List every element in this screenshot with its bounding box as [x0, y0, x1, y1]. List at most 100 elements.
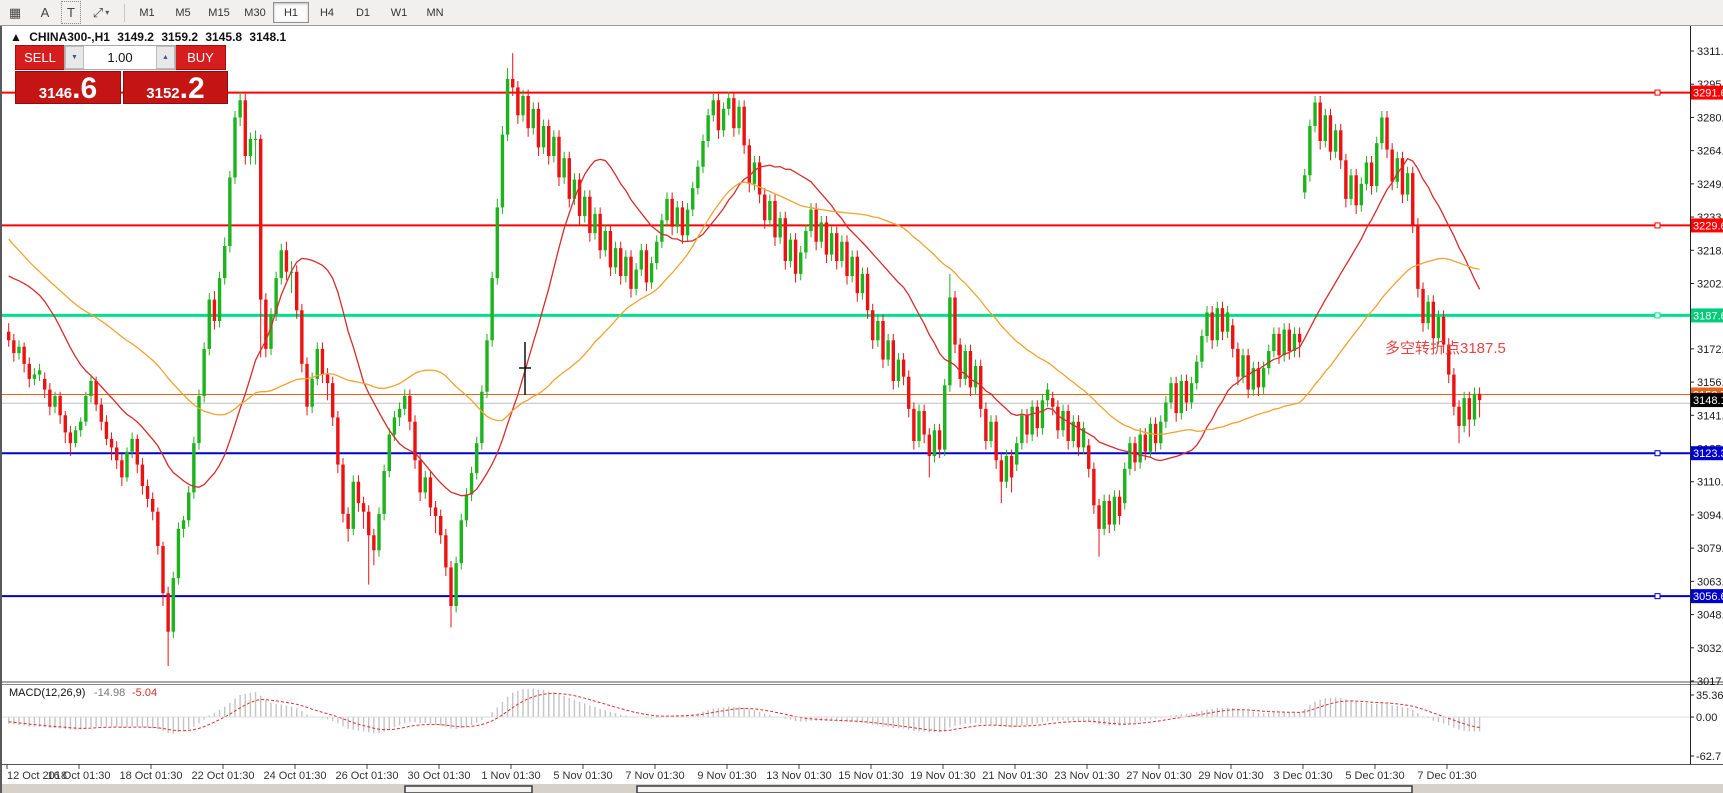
- current-price-badge: 3148.1: [1693, 395, 1723, 407]
- quote-close: 3148.1: [249, 30, 287, 44]
- ma-line-21: [8, 157, 1481, 497]
- time-axis-label: 1 Nov 01:30: [481, 770, 540, 782]
- volume-down-button[interactable]: ▼: [65, 46, 84, 69]
- cursor-tools-icon[interactable]: ⤢ ▾: [92, 4, 110, 20]
- tf-button-M15[interactable]: M15: [208, 6, 230, 19]
- price-axis-strip: [1691, 26, 1723, 793]
- annotation-text[interactable]: 多空转折点3187.5: [1385, 340, 1506, 357]
- symbol-timeframe: CHINA300-,H1: [29, 30, 110, 44]
- time-axis-label: 29 Nov 01:30: [1198, 770, 1263, 782]
- price-axis-label: 3280.0: [1697, 112, 1723, 124]
- background-window-top[interactable]: [404, 785, 533, 793]
- background-window-top[interactable]: [636, 785, 1413, 793]
- time-axis-label: 13 Nov 01:30: [766, 770, 831, 782]
- price-axis-label: 3032.5: [1697, 643, 1723, 655]
- tf-button-M1[interactable]: M1: [139, 6, 155, 19]
- price-axis-label: 3141.0: [1697, 410, 1723, 422]
- macd-histogram: [7, 688, 1481, 734]
- hline-badge: 3291.6: [1693, 88, 1723, 100]
- line-handle[interactable]: [1654, 222, 1661, 229]
- macd-label: MACD(12,26,9) -14.98 -5.04: [9, 687, 157, 699]
- line-handle[interactable]: [1654, 450, 1661, 457]
- current-price-badge-bg: [1691, 393, 1723, 408]
- time-axis-label: 5 Nov 01:30: [553, 770, 612, 782]
- sell-price-box[interactable]: 3146 .6: [15, 71, 121, 105]
- price-axis-label: 3264.5: [1697, 146, 1723, 158]
- quote-low: 3145.8: [205, 30, 243, 44]
- tf-button-H1[interactable]: H1: [273, 2, 309, 23]
- time-axis-label: 5 Dec 01:30: [1345, 770, 1404, 782]
- time-axis-label: 19 Nov 01:30: [910, 770, 975, 782]
- price-chart[interactable]: MACD(12,26,9) -14.98 -5.04 35.36 0.00 -62.7 33…: [2, 26, 1723, 793]
- one-click-trading-panel: SELL ▼ 1.00 ▲ BUY 3146 .6 3152 .2: [15, 45, 228, 105]
- time-axis-label: 9 Nov 01:30: [697, 770, 756, 782]
- time-axis-label: 7 Nov 01:30: [625, 770, 684, 782]
- macd-indicator-name: MACD(12,26,9): [9, 687, 85, 699]
- hline-badge: 3187.6: [1693, 310, 1723, 322]
- top-toolbar: ▦ A T ⤢ ▾ M1 M5 M15 M30 H1 H4 D1 W1 MN: [0, 0, 1723, 26]
- tf-button-M30[interactable]: M30: [244, 6, 266, 19]
- quote-bar: ▲ CHINA300-,H1 3149.2 3159.2 3145.8 3148…: [10, 30, 290, 44]
- buy-price-box[interactable]: 3152 .2: [122, 71, 228, 105]
- time-axis-label: 23 Nov 01:30: [1054, 770, 1119, 782]
- volume-input[interactable]: 1.00: [107, 50, 133, 65]
- indicator-window-icon[interactable]: ▦: [8, 4, 22, 20]
- hline-badge-bg: [1691, 589, 1723, 604]
- price-axis-label: 3063.5: [1697, 576, 1723, 588]
- time-axis-label: 3 Dec 01:30: [1273, 770, 1332, 782]
- time-axis-label: 7 Dec 01:30: [1417, 770, 1476, 782]
- price-axis-label: 3156.5: [1697, 377, 1723, 389]
- time-axis-label: 27 Nov 01:30: [1126, 770, 1191, 782]
- sell-button[interactable]: SELL: [15, 45, 64, 70]
- hline-badge-bg: [1691, 218, 1723, 233]
- buy-price-main: 3152: [146, 85, 180, 102]
- price-axis-label: 3202.5: [1697, 279, 1723, 291]
- chart-window: MACD(12,26,9) -14.98 -5.04 35.36 0.00 -62.7 33…: [0, 26, 1723, 793]
- quote-open: 3149.2: [117, 30, 154, 44]
- tf-button-M5[interactable]: M5: [175, 6, 191, 19]
- hline-badge: 3056.6: [1693, 591, 1723, 603]
- tf-button-MN[interactable]: MN: [426, 6, 444, 19]
- macd-main-value: -14.98: [94, 687, 125, 699]
- quote-high: 3159.2: [161, 30, 199, 44]
- line-handle[interactable]: [1654, 89, 1661, 96]
- buy-button[interactable]: BUY: [176, 45, 226, 70]
- tf-button-W1[interactable]: W1: [390, 6, 408, 19]
- time-axis-label: 16 Oct 01:30: [48, 770, 111, 782]
- hline-badge-bg: [1691, 85, 1723, 100]
- macd-axis-label: 35.36: [1696, 690, 1723, 702]
- sell-price-main: 3146: [38, 85, 73, 102]
- tf-button-H4[interactable]: H4: [319, 6, 335, 19]
- buy-price-fraction: .2: [179, 72, 205, 105]
- price-axis-label: 3249.0: [1697, 179, 1723, 191]
- price-axis-label: 3094.5: [1697, 510, 1723, 522]
- font-a-icon[interactable]: A: [40, 5, 50, 20]
- time-axis-label: 30 Oct 01:30: [408, 770, 471, 782]
- hline-badge: 3229.6: [1693, 220, 1723, 232]
- hline-badge: 3123.3: [1693, 448, 1723, 460]
- line-handle[interactable]: [1654, 312, 1661, 319]
- time-axis-label: 24 Oct 01:30: [264, 770, 327, 782]
- time-axis-label: 26 Oct 01:30: [336, 770, 399, 782]
- line-handle[interactable]: [1654, 593, 1661, 600]
- macd-axis-label: -62.7: [1696, 751, 1721, 763]
- collapse-arrow-icon[interactable]: ▲: [10, 30, 22, 44]
- text-label-icon[interactable]: T: [61, 1, 81, 24]
- sell-price-fraction: .6: [72, 72, 98, 105]
- price-axis-label: 3079.0: [1697, 543, 1723, 555]
- price-axis-label: 3218.0: [1697, 245, 1723, 257]
- candles: [7, 53, 1482, 667]
- macd-signal-value: -5.04: [132, 687, 157, 699]
- volume-up-button[interactable]: ▲: [156, 46, 175, 69]
- price-axis-label: 3017.0: [1697, 676, 1723, 688]
- price-axis-label: 3048.0: [1697, 610, 1723, 622]
- price-axis-label: 3311.0: [1697, 46, 1723, 58]
- dropdown-caret-icon[interactable]: ▾: [105, 8, 110, 17]
- ma-line-48: [8, 181, 1480, 436]
- time-axis-label: 18 Oct 01:30: [120, 770, 183, 782]
- time-axis-label: 12 Oct 2018: [7, 770, 67, 782]
- volume-stepper: ▼ 1.00 ▲: [64, 45, 176, 70]
- price-axis-label: 3172.0: [1697, 344, 1723, 356]
- tf-button-D1[interactable]: D1: [355, 6, 371, 19]
- time-axis-label: 21 Nov 01:30: [982, 770, 1047, 782]
